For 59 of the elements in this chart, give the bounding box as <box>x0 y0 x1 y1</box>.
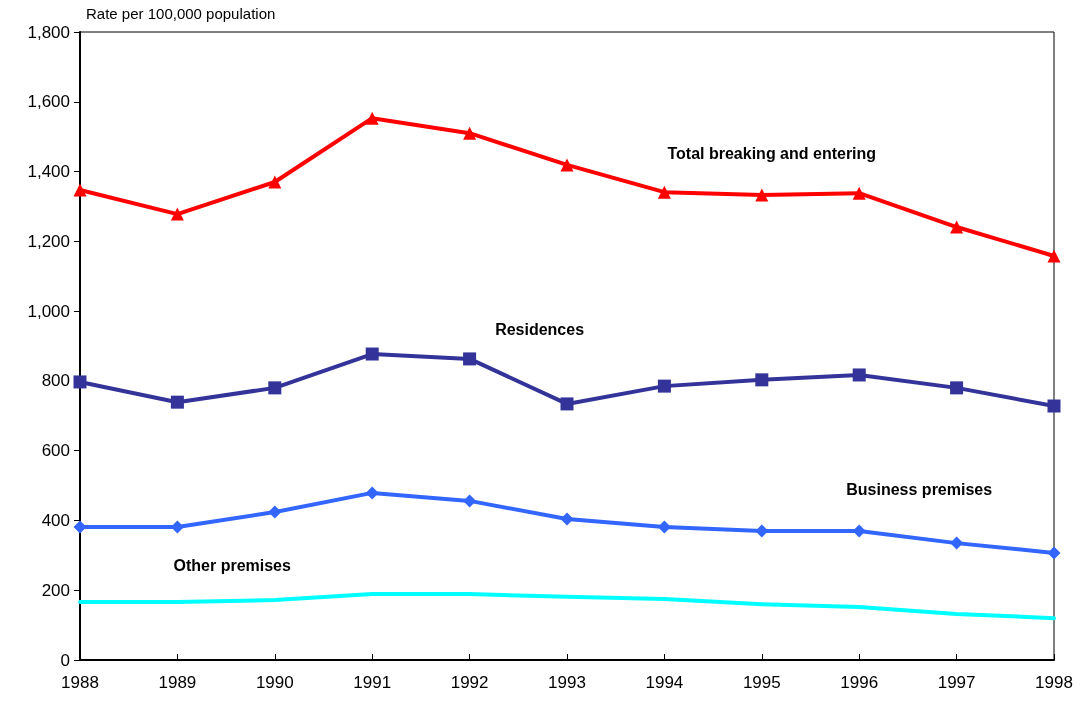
x-tick-label: 1993 <box>548 673 586 692</box>
y-tick-label: 600 <box>41 441 70 461</box>
y-tick-label: 1,800 <box>27 22 70 42</box>
point <box>73 183 87 197</box>
point <box>755 188 769 202</box>
point <box>268 381 282 395</box>
point <box>1047 546 1061 560</box>
y-tick-label: 0 <box>60 650 70 670</box>
x-tick-label: 1994 <box>645 673 684 692</box>
point <box>950 381 964 395</box>
point <box>852 368 866 382</box>
point <box>950 220 964 234</box>
point <box>560 158 574 172</box>
line-series <box>78 592 1056 621</box>
point <box>657 185 671 199</box>
x-tick-label: 1991 <box>353 673 392 692</box>
point <box>463 494 477 508</box>
y-tick-label: 1,600 <box>27 92 70 112</box>
y-tick-label: 1,400 <box>27 162 70 182</box>
series-label: Business premises <box>846 480 993 498</box>
point <box>73 375 87 389</box>
x-tick-label: 1996 <box>840 673 879 692</box>
point <box>755 524 769 538</box>
point <box>73 520 87 534</box>
point <box>463 352 477 366</box>
point <box>755 373 769 387</box>
point <box>950 536 964 550</box>
x-tick-label: 1988 <box>61 673 99 692</box>
point <box>268 175 282 189</box>
point <box>268 505 282 519</box>
x-tick-label: 1990 <box>255 673 294 692</box>
point <box>365 486 379 500</box>
y-tick-label: 1,000 <box>27 301 70 321</box>
point <box>365 111 379 125</box>
x-tick-label: 1997 <box>937 673 976 692</box>
point <box>170 207 184 221</box>
point <box>1047 399 1061 413</box>
point <box>463 126 477 140</box>
x-tick-label: 1995 <box>742 673 781 692</box>
point <box>852 524 866 538</box>
point <box>852 186 866 200</box>
series-label: Residences <box>495 320 585 338</box>
y-axis-title: Rate per 100,000 population <box>86 5 276 22</box>
x-tick-label: 1998 <box>1035 673 1073 692</box>
x-tick-label: 1989 <box>158 673 197 692</box>
point <box>657 379 671 393</box>
point <box>170 395 184 409</box>
point <box>560 397 574 411</box>
point <box>657 520 671 534</box>
y-tick-label: 1,200 <box>27 231 70 251</box>
y-tick-label: 800 <box>41 371 70 391</box>
series-label: Other premises <box>173 556 291 574</box>
series-label: Total breaking and entering <box>667 144 877 162</box>
point <box>365 347 379 361</box>
y-tick-label: 200 <box>41 580 70 600</box>
x-tick-label: 1992 <box>450 673 489 692</box>
point <box>560 512 574 526</box>
y-tick-label: 400 <box>41 510 70 530</box>
point <box>1047 249 1061 263</box>
